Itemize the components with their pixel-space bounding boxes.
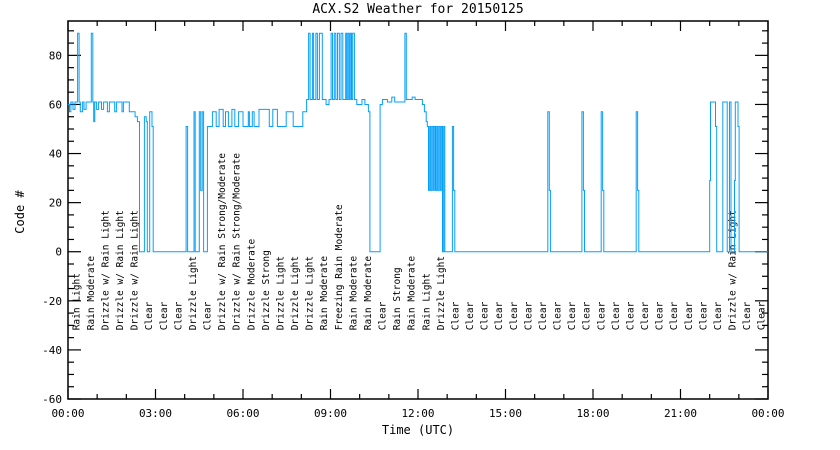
y-tick-label: 40 (49, 148, 62, 161)
weather-label: Clear (596, 301, 607, 330)
weather-label: Freezing Rain Moderate (334, 204, 345, 330)
x-tick-label: 09:00 (314, 407, 347, 420)
weather-label: Clear (611, 301, 622, 330)
weather-label: Clear (757, 301, 768, 330)
weather-label: Clear (494, 301, 505, 330)
x-tick-label: 18:00 (576, 407, 609, 420)
x-tick-label: 00:00 (51, 407, 84, 420)
chart-title: ACX.S2 Weather for 20150125 (312, 2, 523, 17)
weather-label: Drizzle w/ Rain Light (728, 210, 739, 330)
weather-label: Drizzle w/ Rain Light (100, 210, 111, 330)
weather-label: Clear (378, 301, 389, 330)
y-tick-label: 80 (49, 49, 62, 62)
y-axis-label: Code # (13, 190, 27, 234)
weather-label: Rain Moderate (363, 256, 374, 331)
weather-label: Rain Strong (392, 267, 403, 330)
weather-label: Clear (684, 301, 695, 330)
x-tick-label: 06:00 (226, 407, 259, 420)
y-tick-label: 20 (49, 197, 62, 210)
weather-label: Clear (553, 301, 564, 330)
weather-code-line (68, 32, 768, 253)
weather-label: Drizzle Light (436, 256, 447, 330)
code-line-series (68, 32, 768, 253)
weather-label: Clear (465, 301, 476, 330)
y-tick-label: -60 (42, 393, 62, 406)
weather-label: Clear (567, 301, 578, 330)
x-tick-label: 12:00 (401, 407, 434, 420)
plot-border (67, 20, 769, 400)
weather-label: Drizzle w/ Rain Strong/Moderate (232, 153, 243, 331)
x-axis-label: Time (UTC) (382, 423, 454, 437)
weather-label: Rain Light (71, 273, 82, 330)
x-tick-label: 15:00 (489, 407, 522, 420)
weather-label: Clear (144, 301, 155, 330)
weather-label: Clear (698, 301, 709, 330)
weather-label: Clear (625, 301, 636, 330)
weather-label: Drizzle Light (188, 256, 199, 330)
weather-label: Clear (450, 301, 461, 330)
x-tick-label: 03:00 (139, 407, 172, 420)
weather-label: Clear (582, 301, 593, 330)
weather-label: Rain Moderate (319, 256, 330, 331)
weather-label: Clear (523, 301, 534, 330)
weather-label: Clear (173, 301, 184, 330)
weather-label: Rain Moderate (86, 256, 97, 331)
weather-label: Clear (655, 301, 666, 330)
weather-label: Clear (509, 301, 520, 330)
weather-annotations: Rain Light Rain Moderate Drizzle w/ Rain L… (71, 153, 767, 331)
weather-label: Clear (203, 301, 214, 330)
weather-label: Rain Light (421, 273, 432, 330)
y-tick-label: -40 (42, 344, 62, 357)
weather-label: Clear (640, 301, 651, 330)
x-tick-label: 00:00 (751, 407, 784, 420)
weather-label: Rain Moderate (348, 256, 359, 331)
weather-label: Drizzle Strong (261, 250, 272, 330)
weather-label: Clear (742, 301, 753, 330)
weather-label: Clear (669, 301, 680, 330)
weather-label: Rain Moderate (407, 256, 418, 331)
y-tick-label: 0 (55, 246, 62, 259)
weather-label: Drizzle w/ Rain Light (115, 210, 126, 330)
weather-label: Clear (538, 301, 549, 330)
weather-label: Clear (713, 301, 724, 330)
weather-label: Clear (159, 301, 170, 330)
x-tick-label: 21:00 (664, 407, 697, 420)
y-tick-label: 60 (49, 98, 62, 111)
weather-label: Drizzle w/ Rain Strong/Moderate (217, 153, 228, 331)
y-tick-label: -20 (42, 295, 62, 308)
weather-label: Drizzle Light (275, 256, 286, 330)
weather-label: Drizzle Light (290, 256, 301, 330)
weather-label: Drizzle Light (305, 256, 316, 330)
weather-label: Drizzle Moderate (246, 238, 257, 330)
weather-label: Clear (480, 301, 491, 330)
weather-label: Drizzle w/ Rain Light (130, 210, 141, 330)
